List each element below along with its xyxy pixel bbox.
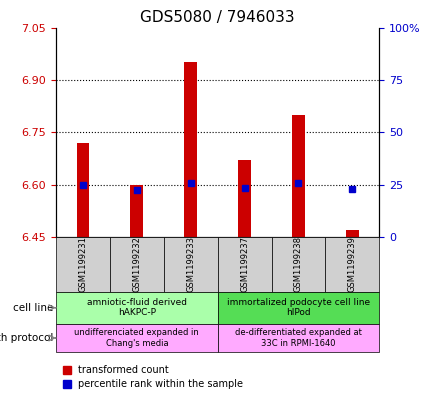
FancyBboxPatch shape [325, 237, 378, 292]
Text: GSM1199238: GSM1199238 [293, 237, 302, 292]
Bar [345, 230, 358, 237]
Text: growth protocol: growth protocol [0, 333, 53, 343]
Bar [130, 185, 143, 237]
FancyBboxPatch shape [271, 237, 325, 292]
Text: immortalized podocyte cell line
hIPod: immortalized podocyte cell line hIPod [226, 298, 369, 318]
Bar [77, 143, 89, 237]
FancyBboxPatch shape [56, 237, 110, 292]
Bar [184, 62, 197, 237]
FancyBboxPatch shape [110, 237, 163, 292]
FancyBboxPatch shape [56, 323, 217, 353]
Text: undifferenciated expanded in
Chang's media: undifferenciated expanded in Chang's med… [74, 328, 199, 348]
Text: transformed count: transformed count [77, 365, 168, 375]
FancyBboxPatch shape [217, 237, 271, 292]
Bar [238, 160, 251, 237]
Text: cell line: cell line [13, 303, 53, 313]
Bar [292, 115, 304, 237]
Title: GDS5080 / 7946033: GDS5080 / 7946033 [140, 10, 294, 25]
Text: GSM1199233: GSM1199233 [186, 237, 195, 292]
FancyBboxPatch shape [217, 292, 378, 323]
FancyBboxPatch shape [56, 292, 217, 323]
Text: GSM1199239: GSM1199239 [347, 237, 356, 292]
Text: GSM1199232: GSM1199232 [132, 237, 141, 292]
Text: amniotic-fluid derived
hAKPC-P: amniotic-fluid derived hAKPC-P [86, 298, 187, 318]
Text: percentile rank within the sample: percentile rank within the sample [77, 379, 242, 389]
Text: de-differentiated expanded at
33C in RPMI-1640: de-differentiated expanded at 33C in RPM… [234, 328, 361, 348]
FancyBboxPatch shape [217, 323, 378, 353]
FancyBboxPatch shape [163, 237, 217, 292]
Text: GSM1199237: GSM1199237 [240, 237, 249, 292]
Text: GSM1199231: GSM1199231 [78, 237, 87, 292]
